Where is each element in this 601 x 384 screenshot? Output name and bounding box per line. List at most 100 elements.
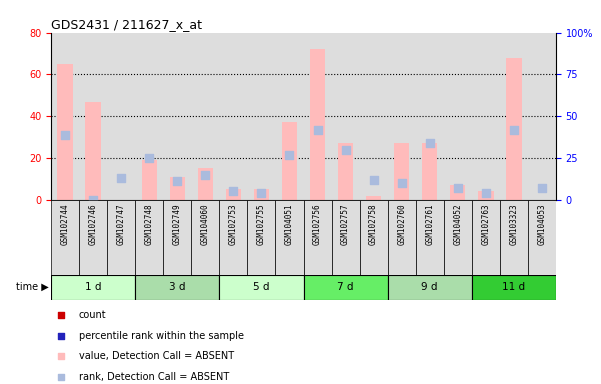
Bar — [388, 200, 416, 275]
Point — [56, 333, 66, 339]
Text: GDS2431 / 211627_x_at: GDS2431 / 211627_x_at — [51, 18, 202, 31]
Bar — [332, 33, 359, 200]
Bar — [226, 189, 241, 200]
Point — [144, 155, 154, 161]
Bar — [107, 33, 135, 200]
Point — [117, 175, 126, 181]
Bar — [79, 200, 107, 275]
Bar — [142, 160, 157, 200]
Point — [285, 152, 294, 158]
Text: GSM102753: GSM102753 — [229, 204, 238, 245]
Bar — [275, 200, 304, 275]
Bar — [248, 33, 275, 200]
Text: GSM102746: GSM102746 — [89, 204, 97, 245]
Bar — [450, 185, 466, 200]
Bar — [332, 200, 359, 275]
Bar — [135, 200, 163, 275]
Text: percentile rank within the sample: percentile rank within the sample — [79, 331, 244, 341]
Bar — [472, 200, 500, 275]
Bar — [506, 58, 522, 200]
Point — [88, 197, 98, 203]
Bar — [135, 33, 163, 200]
Text: 3 d: 3 d — [169, 282, 186, 292]
Point — [453, 185, 463, 191]
Bar — [528, 33, 556, 200]
Point — [481, 190, 490, 196]
Text: 11 d: 11 d — [502, 282, 525, 292]
Text: 7 d: 7 d — [337, 282, 354, 292]
Point — [425, 140, 435, 146]
Bar — [304, 275, 388, 300]
Bar — [51, 200, 79, 275]
Bar — [444, 33, 472, 200]
Bar — [163, 33, 191, 200]
Bar — [135, 275, 219, 300]
Bar — [478, 191, 493, 200]
Text: GSM102757: GSM102757 — [341, 204, 350, 245]
Point — [56, 374, 66, 380]
Text: GSM102756: GSM102756 — [313, 204, 322, 245]
Text: GSM102749: GSM102749 — [173, 204, 182, 245]
Bar — [85, 101, 101, 200]
Text: value, Detection Call = ABSENT: value, Detection Call = ABSENT — [79, 351, 234, 361]
Bar — [282, 122, 297, 200]
Bar — [169, 177, 185, 200]
Bar — [191, 33, 219, 200]
Text: GSM102763: GSM102763 — [481, 204, 490, 245]
Text: GSM102747: GSM102747 — [117, 204, 126, 245]
Bar — [58, 64, 73, 200]
Bar — [528, 200, 556, 275]
Bar — [107, 200, 135, 275]
Bar — [51, 275, 135, 300]
Text: 5 d: 5 d — [253, 282, 270, 292]
Text: GSM104051: GSM104051 — [285, 204, 294, 245]
Text: GSM102761: GSM102761 — [426, 204, 434, 245]
Bar — [304, 33, 332, 200]
Point — [60, 131, 70, 137]
Bar — [416, 200, 444, 275]
Bar — [359, 33, 388, 200]
Bar — [79, 33, 107, 200]
Point — [228, 188, 238, 194]
Bar — [310, 49, 325, 200]
Bar — [163, 200, 191, 275]
Bar — [388, 33, 416, 200]
Text: GSM102760: GSM102760 — [397, 204, 406, 245]
Text: GSM104060: GSM104060 — [201, 204, 210, 245]
Bar — [198, 168, 213, 200]
Text: GSM102755: GSM102755 — [257, 204, 266, 245]
Point — [313, 126, 322, 132]
Bar — [388, 275, 472, 300]
Text: GSM102758: GSM102758 — [369, 204, 378, 245]
Bar — [500, 200, 528, 275]
Bar — [359, 200, 388, 275]
Bar — [304, 200, 332, 275]
Bar — [500, 33, 528, 200]
Point — [201, 172, 210, 178]
Text: GSM104052: GSM104052 — [453, 204, 462, 245]
Bar — [416, 33, 444, 200]
Bar — [219, 33, 248, 200]
Bar — [366, 195, 382, 200]
Bar — [219, 200, 248, 275]
Point — [509, 126, 519, 132]
Text: GSM102748: GSM102748 — [145, 204, 154, 245]
Bar — [472, 33, 500, 200]
Bar — [444, 200, 472, 275]
Bar — [394, 143, 409, 200]
Text: time ▶: time ▶ — [16, 282, 48, 292]
Point — [56, 353, 66, 359]
Bar — [472, 275, 556, 300]
Text: 9 d: 9 d — [421, 282, 438, 292]
Bar — [338, 143, 353, 200]
Point — [257, 190, 266, 196]
Text: GSM104053: GSM104053 — [537, 204, 546, 245]
Text: rank, Detection Call = ABSENT: rank, Detection Call = ABSENT — [79, 372, 229, 382]
Bar — [275, 33, 304, 200]
Point — [172, 178, 182, 184]
Text: count: count — [79, 310, 106, 320]
Point — [369, 177, 379, 183]
Text: 1 d: 1 d — [85, 282, 102, 292]
Point — [537, 185, 547, 191]
Point — [56, 312, 66, 318]
